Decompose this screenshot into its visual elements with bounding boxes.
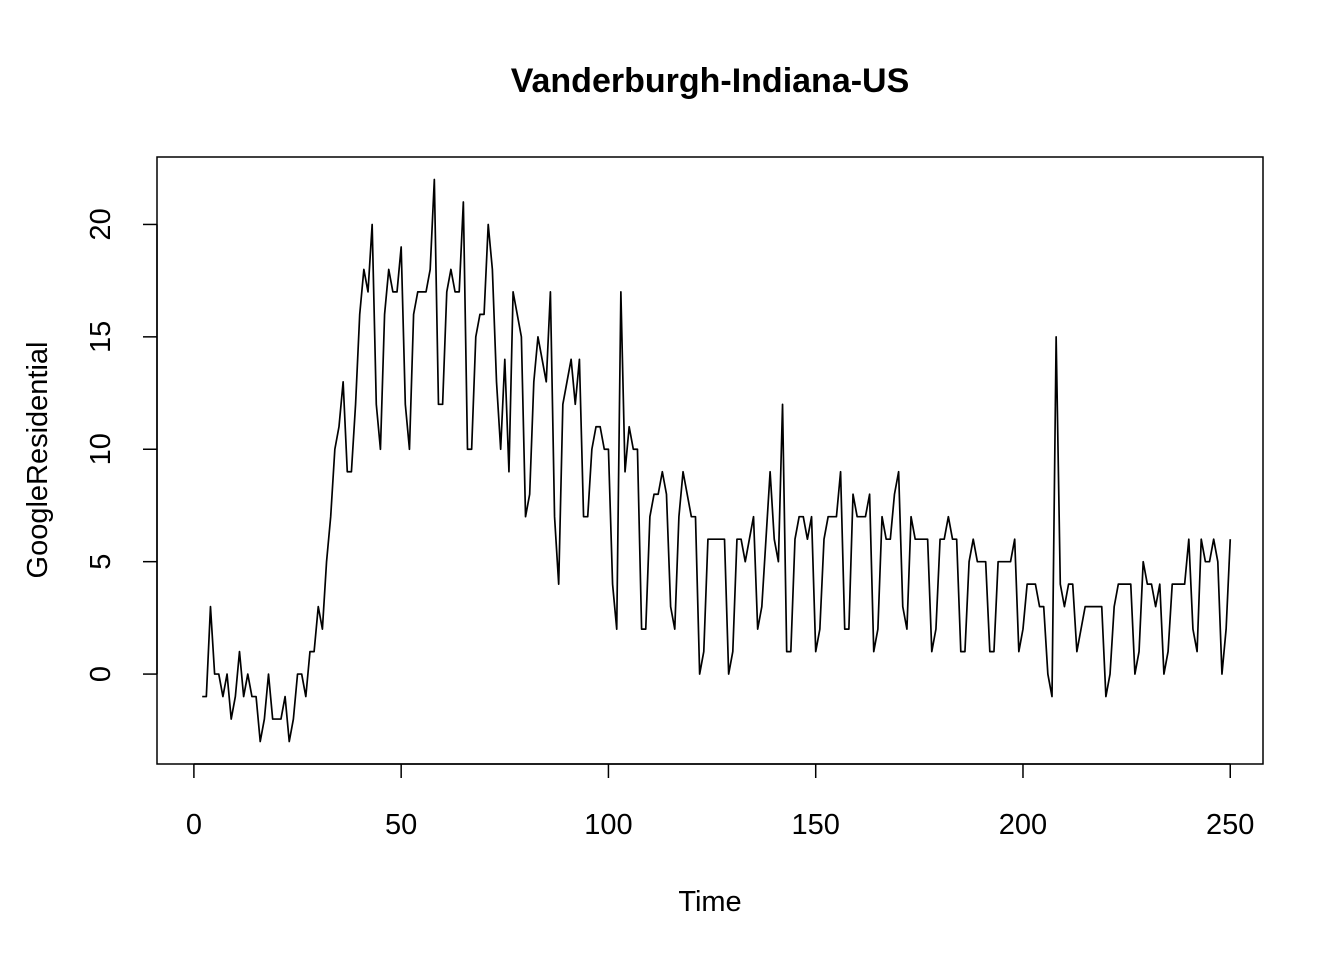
- series-line-google-residential: [202, 178, 1232, 743]
- y-axis: 0 5 10 15 20: [85, 208, 158, 682]
- x-tick-label: 200: [999, 809, 1047, 841]
- x-tick-label: 100: [584, 809, 632, 841]
- x-tick-label: 50: [385, 809, 417, 841]
- y-axis-label: GoogleResidential: [22, 342, 54, 579]
- y-tick-label: 10: [85, 433, 117, 465]
- y-tick-label: 5: [85, 554, 117, 570]
- x-tick-label: 250: [1206, 809, 1254, 841]
- x-tick-label: 0: [186, 809, 202, 841]
- y-tick-label: 20: [85, 208, 117, 240]
- x-axis-label: Time: [678, 886, 741, 918]
- y-tick-label: 15: [85, 321, 117, 353]
- x-tick-label: 150: [792, 809, 840, 841]
- plot-frame: [156, 156, 1264, 765]
- x-axis: 0 50 100 150 200 250: [186, 763, 1254, 841]
- y-tick-label: 0: [85, 666, 117, 682]
- chart-title: Vanderburgh-Indiana-US: [511, 62, 910, 100]
